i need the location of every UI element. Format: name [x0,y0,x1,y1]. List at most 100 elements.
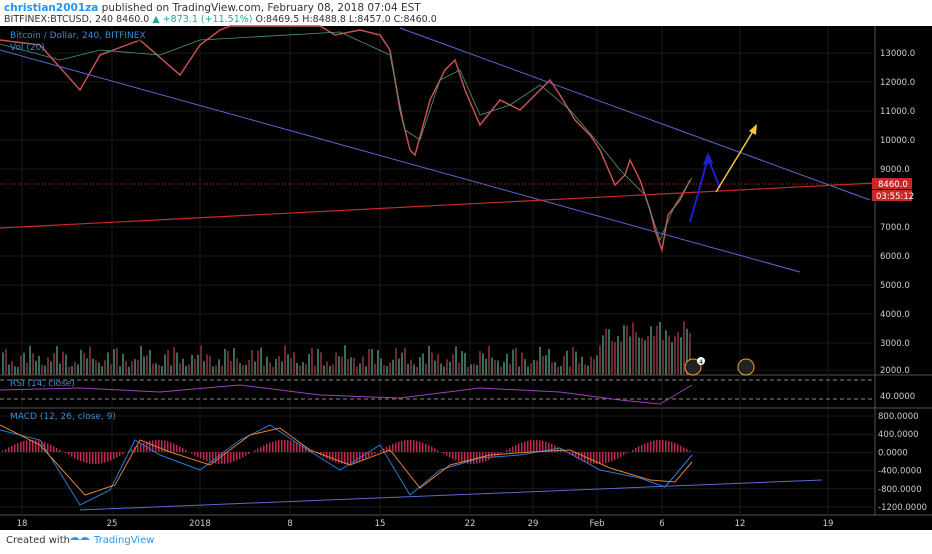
macd-texture [392,444,394,452]
macd-texture [191,452,193,453]
macd-texture [203,452,205,460]
volume-texture [530,363,532,375]
macd-texture [56,448,58,452]
volume-texture [5,349,7,375]
macd-texture [65,452,67,453]
macd-texture [515,445,517,452]
volume-texture [347,359,349,375]
macd-texture [101,452,103,463]
macd-texture [398,442,400,452]
macd-texture [632,450,634,452]
macd-texture [35,440,37,452]
macd-texture [428,445,430,452]
volume-texture [431,353,433,375]
volume-texture [575,352,577,375]
macd-texture [500,452,502,454]
macd-texture [2,451,4,452]
volume-texture [128,367,130,375]
macd-texture [236,452,238,460]
volume-texture [620,341,622,375]
macd-texture [380,450,382,452]
volume-texture [623,325,625,375]
volume-texture [548,349,550,375]
macd-texture [71,452,73,457]
volume-texture [11,361,13,375]
macd-texture [644,444,646,452]
volume-texture [296,363,298,375]
macd-texture [395,443,397,452]
volume-texture [299,366,301,375]
macd-texture [671,442,673,452]
volume-texture [365,366,367,375]
volume-texture [101,366,103,375]
macd-texture [686,449,688,452]
volume-texture [656,326,658,375]
volume-texture [404,348,406,375]
volume-texture [509,364,511,375]
macd-texture [29,440,31,452]
volume-texture [521,353,523,375]
time-tick-label: 15 [375,519,386,529]
volume-texture [476,365,478,375]
volume-texture [629,337,631,375]
volume-texture [641,338,643,375]
macd-tick-label: 0.0000 [878,448,908,458]
macd-texture [674,443,676,452]
macd-texture [59,450,61,452]
volume-texture [92,359,94,375]
macd-texture [269,443,271,452]
macd-texture [242,452,244,457]
macd-texture [209,452,211,462]
volume-texture [104,360,106,375]
time-tick-label: 25 [107,519,118,529]
macd-texture [173,444,175,452]
macd-texture [110,452,112,460]
macd-texture [149,441,151,452]
volume-texture [398,359,400,375]
volume-texture [224,349,226,375]
volume-texture [671,342,673,375]
macd-texture [470,452,472,464]
volume-texture [59,364,61,375]
macd-texture [626,452,628,453]
event-badge[interactable] [738,359,754,375]
volume-texture [47,357,49,375]
macd-texture [140,444,142,452]
volume-texture [392,360,394,375]
legend-main: Bitcoin / Dollar, 240, BITFINEX [10,31,146,41]
ohlc: O:8469.5 H:8488.8 L:8457.0 C:8460.0 [256,14,437,25]
volume-texture [401,353,403,375]
macd-texture [290,441,292,452]
macd-texture [68,452,70,455]
volume-texture [71,366,73,375]
footer-brand[interactable]: TradingView [93,535,154,546]
volume-texture [395,348,397,375]
volume-texture [23,353,25,375]
volume-texture [125,361,127,375]
volume-texture [17,367,19,375]
macd-texture [14,444,16,452]
footer-created: Created with [6,535,70,546]
legend-volume: Vol (20) [10,43,45,53]
volume-texture [134,359,136,375]
macd-texture [80,452,82,461]
macd-texture [95,452,97,464]
volume-texture [554,362,556,375]
volume-texture [65,354,67,375]
macd-texture [524,441,526,452]
volume-texture [680,337,682,375]
symbol-line: BITFINEX:BTCUSD, 240 8460.0 ▲ +873.1 (+1… [4,14,437,25]
macd-texture [656,440,658,452]
macd-texture [650,441,652,452]
volume-texture [221,366,223,375]
macd-texture [512,447,514,452]
volume-texture [62,352,64,375]
last: 8460.0 [116,14,149,25]
volume-texture [515,348,517,375]
volume-texture [503,362,505,375]
volume-texture [428,346,430,375]
macd-texture [413,440,415,452]
volume-texture [173,347,175,375]
